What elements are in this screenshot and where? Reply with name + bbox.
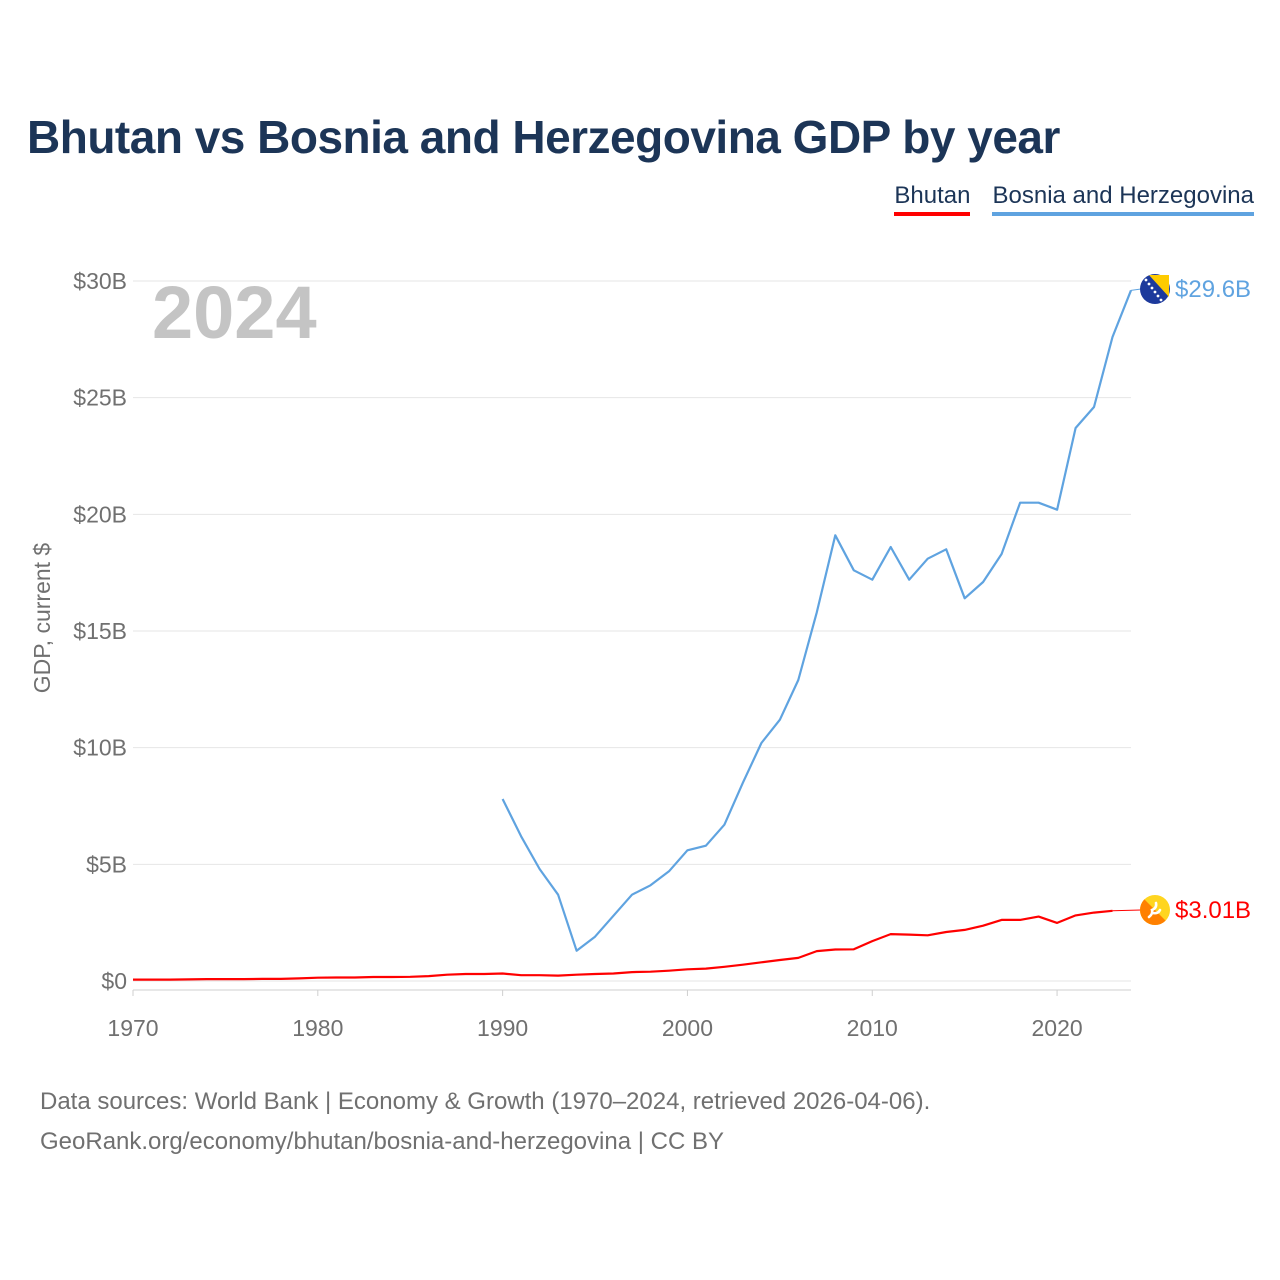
x-tick-label: 2000 bbox=[662, 1015, 713, 1041]
flag-dragon bbox=[1147, 901, 1162, 919]
attribution-link[interactable]: GeoRank.org/economy/bhutan/bosnia-and-he… bbox=[40, 1128, 724, 1155]
x-tick-label: 1990 bbox=[477, 1015, 528, 1041]
y-axis-label: GDP, current $ bbox=[29, 543, 55, 694]
x-tick-label: 2010 bbox=[847, 1015, 898, 1041]
y-tick-label: $20B bbox=[73, 501, 127, 527]
end-value-label-bosnia-and-herzegovina: $29.6B bbox=[1175, 276, 1251, 303]
flag-star bbox=[1156, 294, 1160, 298]
bhutan-flag-icon bbox=[1140, 895, 1170, 925]
x-axis: 1970 1980 1990 2000 2010 2020 bbox=[107, 989, 1131, 1041]
flag-star bbox=[1144, 278, 1148, 282]
chart-title: Bhutan vs Bosnia and Herzegovina GDP by … bbox=[27, 111, 1060, 163]
series-line-bhutan bbox=[133, 909, 1113, 981]
year-overlay: 2024 bbox=[152, 271, 317, 354]
legend-item-bhutan[interactable]: Bhutan bbox=[894, 182, 971, 216]
flag-star bbox=[1150, 286, 1154, 290]
y-tick-label: $5B bbox=[86, 851, 127, 877]
x-tick-label: 1970 bbox=[107, 1015, 158, 1041]
y-axis: $0 $5B $10B $15B $20B $25B $30B bbox=[73, 268, 127, 994]
y-tick-label: $25B bbox=[73, 385, 127, 411]
y-tick-label: $15B bbox=[73, 618, 127, 644]
flag-star bbox=[1153, 290, 1157, 294]
end-value-label-bhutan: $3.01B bbox=[1175, 897, 1251, 924]
data-source-note: Data sources: World Bank | Economy & Gro… bbox=[40, 1088, 931, 1115]
series-line-bosnia-and-herzegovina bbox=[501, 289, 1133, 952]
end-leader-bosnia-and-herzegovina bbox=[1130, 288, 1142, 291]
bosnia-and-herzegovina-flag-icon bbox=[1140, 274, 1170, 304]
x-tick-label: 2020 bbox=[1031, 1015, 1082, 1041]
legend-item-bosnia-and-herzegovina[interactable]: Bosnia and Herzegovina bbox=[992, 182, 1254, 216]
footer: Data sources: World Bank | Economy & Gro… bbox=[40, 1082, 930, 1162]
y-tick-label: $10B bbox=[73, 735, 127, 761]
flag-star bbox=[1147, 282, 1151, 286]
flag-star bbox=[1159, 298, 1163, 302]
y-tick-label: $30B bbox=[73, 268, 127, 294]
flag-triangle bbox=[1149, 275, 1169, 297]
x-tick-label: 1980 bbox=[292, 1015, 343, 1041]
gridlines bbox=[133, 280, 1131, 982]
end-leader-bhutan bbox=[1112, 909, 1142, 912]
legend: Bhutan Bosnia and Herzegovina bbox=[894, 182, 1254, 216]
y-tick-label: $0 bbox=[101, 968, 127, 994]
